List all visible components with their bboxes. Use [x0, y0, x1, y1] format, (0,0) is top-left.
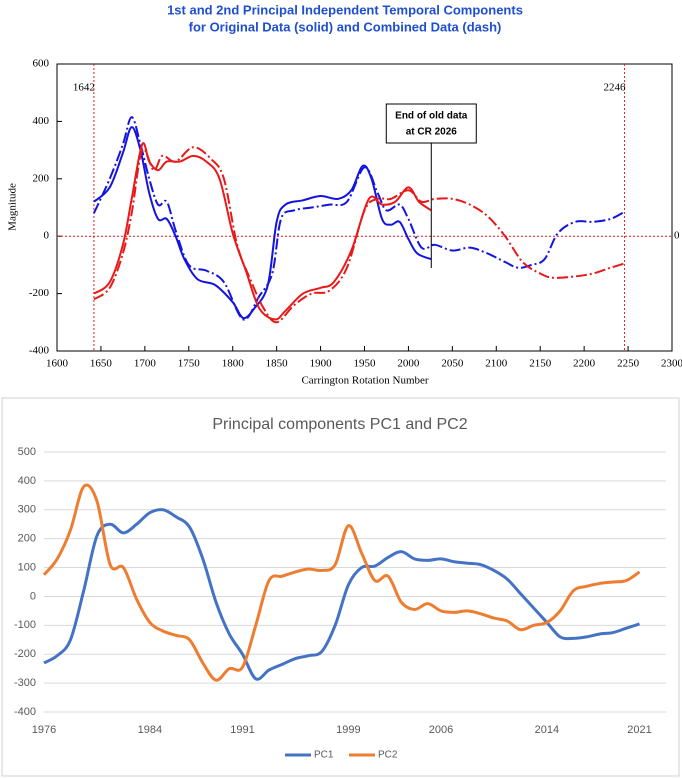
x-tick-label: 2006 — [429, 724, 453, 736]
x-tick-label: 1900 — [310, 358, 333, 370]
y-axis-label: Magnitude — [7, 183, 19, 231]
legend-label: PC2 — [378, 750, 398, 761]
series-line — [43, 508, 640, 681]
x-tick-label: 1650 — [90, 358, 113, 370]
annotation-box — [385, 103, 477, 144]
y-tick-label: -400 — [14, 706, 36, 718]
x-tick-label: 1700 — [134, 358, 157, 370]
series-line — [93, 146, 625, 324]
x-tick-label: 2250 — [617, 358, 640, 370]
reference-label: 1642 — [73, 82, 95, 94]
y-tick-label: 0 — [30, 590, 36, 602]
annotation: End of old data — [395, 111, 468, 122]
chart-frame — [1, 397, 680, 777]
x-axis-label: Carrington Rotation Number — [301, 375, 428, 387]
x-tick-label: 1850 — [266, 358, 289, 370]
y-tick-label: 600 — [33, 58, 50, 70]
y-tick-label: 400 — [33, 115, 50, 127]
reference-label: 0 — [674, 230, 680, 242]
y-tick-label: 200 — [33, 172, 50, 184]
y-tick-label: 200 — [18, 533, 36, 545]
x-tick-label: 2021 — [627, 724, 651, 736]
chart-title: for Original Data (solid) and Combined D… — [189, 19, 502, 34]
x-tick-label: 2200 — [573, 358, 596, 370]
x-tick-label: 2014 — [535, 724, 559, 736]
x-tick-label: 1950 — [354, 358, 377, 370]
y-tick-label: -400 — [29, 345, 50, 357]
x-tick-label: 1976 — [32, 724, 56, 736]
legend-label: PC1 — [314, 750, 334, 761]
y-tick-label: -200 — [29, 287, 50, 299]
annotation: at CR 2026 — [406, 127, 458, 138]
y-tick-label: 0 — [44, 230, 50, 242]
y-tick-label: 500 — [18, 446, 36, 458]
series-line — [92, 116, 626, 321]
series-line — [42, 483, 641, 682]
y-tick-label: 400 — [18, 475, 36, 487]
y-tick-label: -300 — [14, 677, 36, 689]
y-tick-label: 100 — [18, 561, 36, 573]
y-tick-label: 300 — [18, 504, 36, 516]
y-tick-label: -100 — [14, 619, 36, 631]
chart-title: 1st and 2nd Principal Independent Tempor… — [167, 2, 523, 17]
x-tick-label: 1600 — [46, 358, 69, 370]
x-tick-label: 2050 — [441, 358, 464, 370]
x-tick-label: 1984 — [138, 724, 162, 736]
x-tick-label: 2100 — [485, 358, 508, 370]
x-tick-label: 2000 — [397, 358, 420, 370]
x-tick-label: 2300 — [661, 358, 682, 370]
y-tick-label: -200 — [14, 648, 36, 660]
x-tick-label: 1999 — [336, 724, 360, 736]
x-tick-label: 2150 — [529, 358, 552, 370]
x-tick-label: 1750 — [178, 358, 201, 370]
x-tick-label: 1991 — [230, 724, 254, 736]
series-line — [93, 126, 432, 320]
chart-title: Principal components PC1 and PC2 — [212, 416, 467, 433]
x-tick-label: 1800 — [222, 358, 245, 370]
reference-label: 2246 — [604, 82, 627, 94]
